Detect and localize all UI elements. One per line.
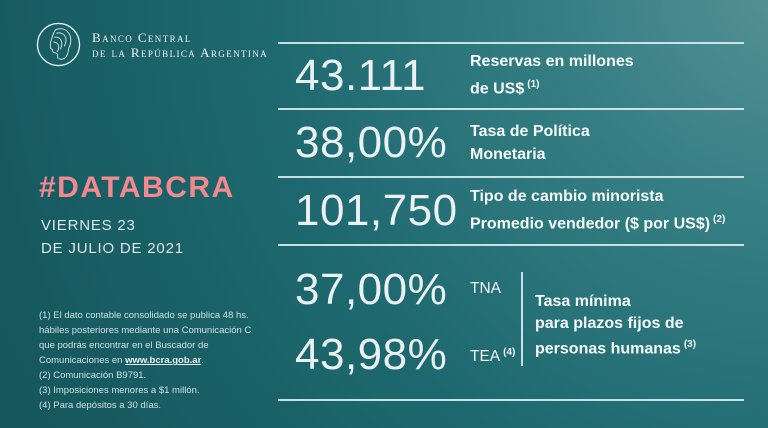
policy-rate-value: 38,00% — [295, 117, 448, 167]
stat-row-retail-fx: 101,750 Tipo de cambio minorista Promedi… — [278, 177, 744, 244]
footnotes: (1) El dato contable consolidado se publ… — [39, 308, 265, 413]
footnote-ref-3: (3) — [683, 339, 697, 350]
footnote-ref-4: (4) — [503, 347, 516, 358]
hashtag-title: #DATABCRA — [39, 171, 235, 204]
footnote-4: (4) Para depósitos a 30 días. — [39, 400, 161, 411]
divider-line — [278, 108, 744, 110]
divider-line — [278, 399, 744, 401]
retail-fx-value: 101,750 — [295, 185, 458, 235]
divider-line — [278, 244, 744, 246]
divider-line — [278, 42, 744, 44]
reserves-label: Reservas en millones de US$ (1) — [470, 53, 634, 98]
footnote-ref-2: (2) — [713, 214, 726, 226]
bank-name-line1: Banco Central — [92, 29, 192, 45]
bank-name-line2: de la República Argentina — [92, 44, 269, 60]
date-label: VIERNES 23 DE JULIO DE 2021 — [41, 214, 184, 260]
stat-row-reserves: 43.111 Reservas en millones de US$ (1) — [278, 43, 744, 108]
stat-row-policy-rate: 38,00% Tasa de Política Monetaria — [278, 109, 744, 176]
retail-fx-label: Tipo de cambio minorista Promedio vended… — [470, 188, 726, 233]
tea-unit-label: TEA (4) — [470, 347, 516, 366]
bcra-website-link[interactable]: www.bcra.gob.ar — [125, 355, 202, 366]
bcra-logo: Banco Central de la República Argentina — [35, 21, 268, 68]
bank-name: Banco Central de la República Argentina — [92, 30, 268, 60]
date-line1: VIERNES 23 — [41, 217, 136, 234]
footnote-3: (3) Imposiciones menores a $1 millón. — [39, 385, 200, 396]
tna-value: 37,00% — [295, 265, 448, 314]
divider-line — [278, 176, 744, 178]
tea-value: 43,98% — [295, 330, 448, 379]
vertical-divider-line — [521, 272, 523, 366]
reserves-value: 43.111 — [295, 50, 427, 100]
footnote-1: (1) El dato contable consolidado se publ… — [39, 310, 252, 366]
fixed-term-rate-label: Tasa mínima para plazos fijos de persona… — [535, 293, 697, 358]
liberty-profile-icon — [35, 21, 82, 68]
policy-rate-label: Tasa de Política Monetaria — [470, 122, 590, 163]
footnote-2: (2) Comunicación B9791. — [39, 370, 147, 381]
tna-unit-label: TNA — [470, 280, 501, 297]
date-line2: DE JULIO DE 2021 — [41, 240, 184, 257]
footnote-ref-1: (1) — [527, 79, 540, 91]
